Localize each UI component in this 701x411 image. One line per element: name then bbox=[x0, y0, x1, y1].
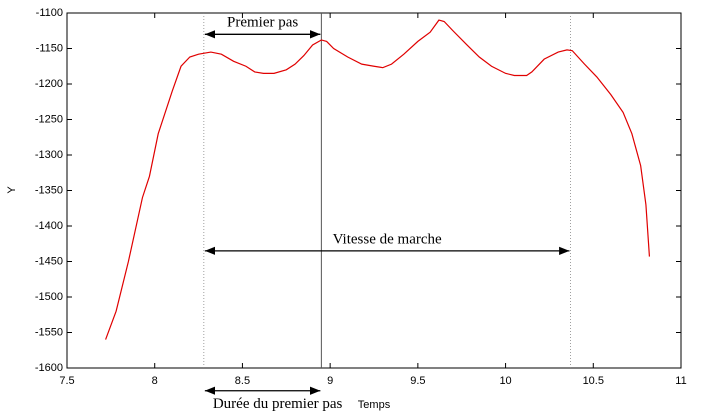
annotation-text: Durée du premier pas bbox=[213, 396, 343, 411]
x-tick-label: 10 bbox=[499, 375, 511, 387]
x-tick-label: 8.5 bbox=[235, 375, 250, 387]
x-tick-label: 9 bbox=[327, 375, 333, 387]
y-tick-label: -1550 bbox=[35, 326, 63, 338]
x-tick-label: 7.5 bbox=[59, 375, 74, 387]
data-line bbox=[105, 19, 651, 340]
annotation-text: Premier pas bbox=[227, 15, 298, 31]
y-tick-label: -1250 bbox=[35, 113, 63, 125]
y-tick-label: -1300 bbox=[35, 149, 63, 161]
y-tick-label: -1200 bbox=[35, 78, 63, 90]
x-tick-label: 10.5 bbox=[583, 375, 604, 387]
y-tick-label: -1450 bbox=[35, 255, 63, 267]
y-tick-label: -1500 bbox=[35, 291, 63, 303]
y-tick-label: -1150 bbox=[36, 42, 63, 54]
y-tick-label: -1400 bbox=[35, 220, 63, 232]
x-tick-label: 11 bbox=[675, 375, 686, 387]
x-tick-label: 8 bbox=[152, 375, 158, 387]
x-axis-label: Temps bbox=[358, 399, 391, 411]
y-tick-label: -1600 bbox=[35, 362, 63, 374]
y-tick-label: -1100 bbox=[36, 7, 63, 19]
y-axis-label: Y bbox=[6, 186, 18, 194]
x-tick-label: 9.5 bbox=[410, 375, 425, 387]
annotation-text: Vitesse de marche bbox=[333, 231, 442, 247]
y-tick-label: -1350 bbox=[35, 184, 63, 196]
